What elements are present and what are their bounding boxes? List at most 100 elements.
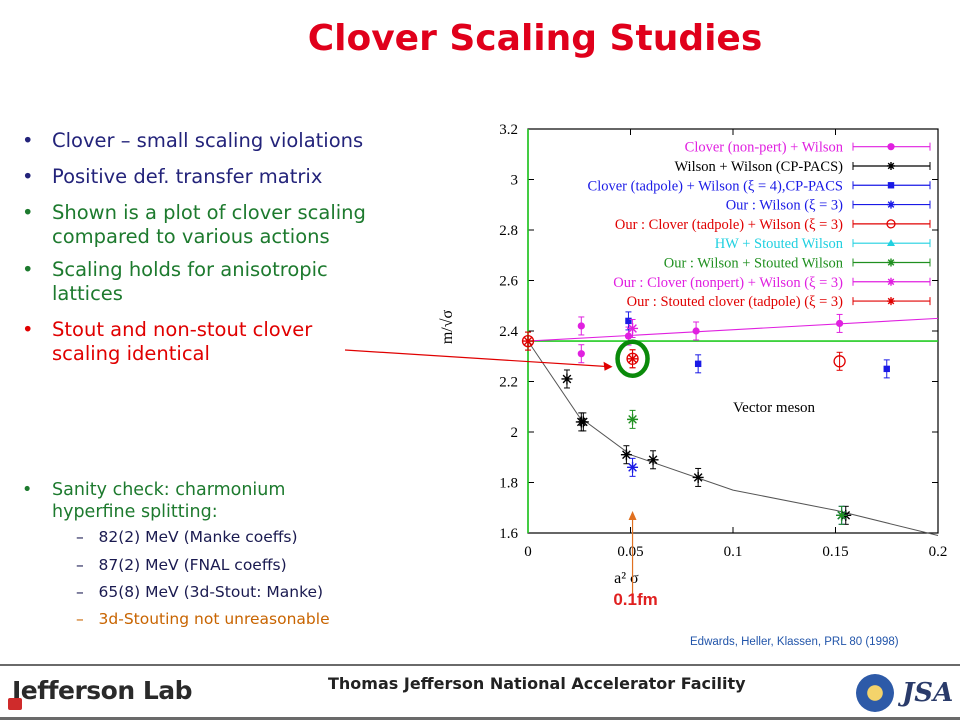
data-point [625,317,632,325]
sub-item: – 65(8) MeV (3d-Stout: Manke) [76,583,323,601]
y-tick-label: 2.6 [499,274,518,290]
data-point [694,360,702,368]
bullet-text-line2: scaling identical [52,342,210,365]
sub-item: – 82(2) MeV (Manke coeffs) [76,528,298,546]
data-point [886,219,896,229]
dash: – [76,610,99,628]
footer-divider [0,664,960,666]
bullet-dot: • [22,480,33,500]
legend-label: Our : Wilson (ξ = 3) [726,198,843,214]
data-point [627,413,639,425]
bullet-text: Scaling holds for anisotropic [52,258,328,281]
bullet-dot: • [22,165,34,188]
annotation-arrow [344,349,611,368]
data-point [833,355,846,368]
legend-label: Clover (tadpole) + Wilson (ξ = 4),CP-PAC… [588,178,843,194]
jsa-logo-text: JSA [902,678,954,708]
jlab-swoosh-icon [8,698,22,710]
data-point [577,350,585,358]
bullet-text: Sanity check: charmonium [52,480,286,500]
bullet-item: • Stout and non-stout clover scaling ide… [22,318,440,366]
data-point [883,365,890,373]
legend-label: Wilson + Wilson (CP-PACS) [674,159,843,175]
bullet-item: • Positive def. transfer matrix [22,165,440,189]
data-point [887,277,895,286]
y-tick-label: 2.8 [499,223,518,239]
dash: – [76,583,99,601]
sub-item: – 87(2) MeV (FNAL coeffs) [76,556,287,574]
annotation-arrow-head [603,361,613,371]
bullet-dot: • [22,258,34,281]
data-point [887,200,895,209]
jsa-logo: JSA [902,678,953,708]
sub-item-text: 82(2) MeV (Manke coeffs) [98,528,298,546]
legend-label: Our : Clover (tadpole) + Wilson (ξ = 3) [615,217,843,233]
legend-label: Our : Clover (nonpert) + Wilson (ξ = 3) [613,275,843,291]
bullet-item: • Shown is a plot of clover scaling comp… [22,201,440,249]
jefferson-lab-logo-text: Jefferson Lab [12,676,193,705]
facility-name: Thomas Jefferson National Accelerator Fa… [328,674,746,693]
x-axis-label: a² σ [614,570,639,587]
x-tick-label: 0.15 [822,544,848,560]
data-point [692,327,700,335]
data-point [627,353,639,365]
citation: Edwards, Heller, Klassen, PRL 80 (1998) [690,636,899,648]
y-tick-label: 2 [511,425,519,441]
footer-bottom-rule [0,717,960,720]
legend-label: Our : Wilson + Stouted Wilson [664,255,844,271]
sub-item-text: 3d-Stouting not unreasonable [98,610,330,628]
dash: – [76,556,99,574]
y-tick-label: 1.6 [499,526,518,542]
bullet-text: Stout and non-stout clover [52,318,313,341]
y-axis-label: m/√σ [439,309,456,344]
data-point [887,258,895,267]
data-point [836,509,848,521]
data-point [836,319,844,328]
bullet-item-sanity: • Sanity check: charmonium hyperfine spl… [22,479,440,523]
bullet-item: • Clover – small scaling violations [22,129,440,153]
scale-label: 0.1fm [613,590,657,609]
data-point [887,239,895,246]
scale-arrow-head [628,511,637,520]
sub-item: – 3d-Stouting not unreasonable [76,610,330,628]
bullet-text: Clover – small scaling violations [52,129,364,152]
data-point [887,297,895,306]
bullet-text: Shown is a plot of clover scaling [52,201,366,224]
data-point [624,332,633,340]
page-title: Clover Scaling Studies [307,18,763,59]
sub-item-text: 65(8) MeV (3d-Stout: Manke) [98,583,324,601]
data-point [561,373,573,385]
y-tick-label: 1.8 [499,476,518,492]
x-tick-label: 0 [524,544,532,560]
data-point [887,143,895,151]
x-tick-label: 0.1 [724,544,743,560]
highlight-ellipse [615,339,650,379]
y-tick-label: 3 [511,173,519,189]
legend-label: Our : Stouted clover (tadpole) (ξ = 3) [627,294,844,310]
bullet-dot: • [22,318,34,341]
legend-label: HW + Stouted Wilson [715,236,844,252]
data-point [577,322,585,330]
data-point [887,182,895,189]
bullet-dot: • [22,129,34,152]
fit-line [527,317,939,342]
jefferson-lab-logo: Jefferson Lab [12,676,193,705]
x-tick-label: 0.2 [929,544,948,560]
data-point [627,322,639,334]
data-point [627,461,639,473]
data-point [692,471,704,483]
bullet-item: • Scaling holds for anisotropic lattices [22,258,440,306]
data-point [647,454,659,466]
y-tick-label: 2.2 [499,375,518,391]
chart-annotation: Vector meson [733,400,816,416]
dash: – [76,528,99,546]
data-point [887,161,895,170]
sub-item-text: 87(2) MeV (FNAL coeffs) [98,556,287,574]
data-point [522,335,534,347]
fit-curve [527,340,939,536]
data-point [577,416,589,428]
legend-label: Clover (non-pert) + Wilson [685,140,844,156]
bullet-text-line2: lattices [52,282,123,305]
y-tick-label: 2.4 [499,324,518,340]
